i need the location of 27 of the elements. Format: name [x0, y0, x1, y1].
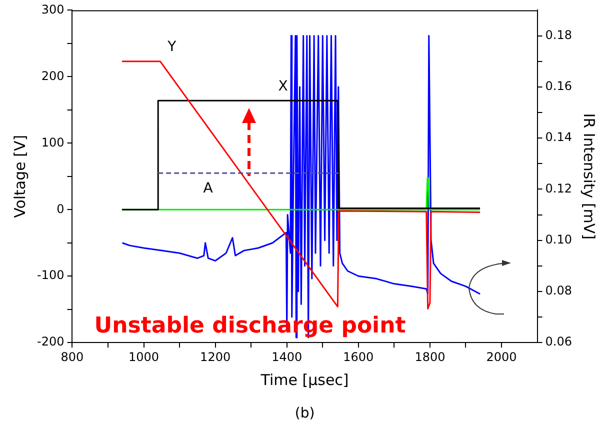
y2-tick-label: 0.18 [545, 28, 572, 42]
x-tick-label: 1400 [272, 350, 302, 364]
y-tick-label: 0 [56, 202, 64, 216]
x-tick-label: 1800 [414, 350, 446, 364]
y-axis-title: Voltage [V] [10, 134, 29, 218]
y-tick-label: 200 [41, 68, 64, 83]
y-tick-label: -100 [37, 268, 64, 282]
x-tick-label: 1600 [343, 350, 374, 364]
y2-tick-label: 0.08 [545, 284, 572, 298]
y2-tick-label: 0.12 [545, 181, 572, 196]
y-tick-label: 300 [41, 2, 64, 16]
x-tick-label: 1000 [128, 350, 160, 364]
y2-tick-label: 0.14 [545, 130, 572, 144]
y2-tick-label: 0.16 [545, 79, 572, 94]
series-label: A [203, 180, 214, 197]
x-tick-label: 2000 [486, 350, 517, 364]
x-tick-label: 800 [60, 350, 84, 364]
x-tick-label: 1200 [200, 350, 231, 364]
series-label: X [278, 78, 288, 94]
y2-tick-label: 0.10 [545, 232, 572, 246]
y2-tick-label: 0.06 [545, 334, 572, 349]
y-tick-label: -200 [37, 334, 64, 349]
y-tick-label: 100 [41, 135, 64, 150]
x-axis-title: Time [μsec] [260, 370, 349, 389]
series-label: Y [166, 39, 177, 56]
text: (b) [294, 406, 315, 422]
y2-axis-title: IR Intensity [mV] [580, 113, 598, 240]
